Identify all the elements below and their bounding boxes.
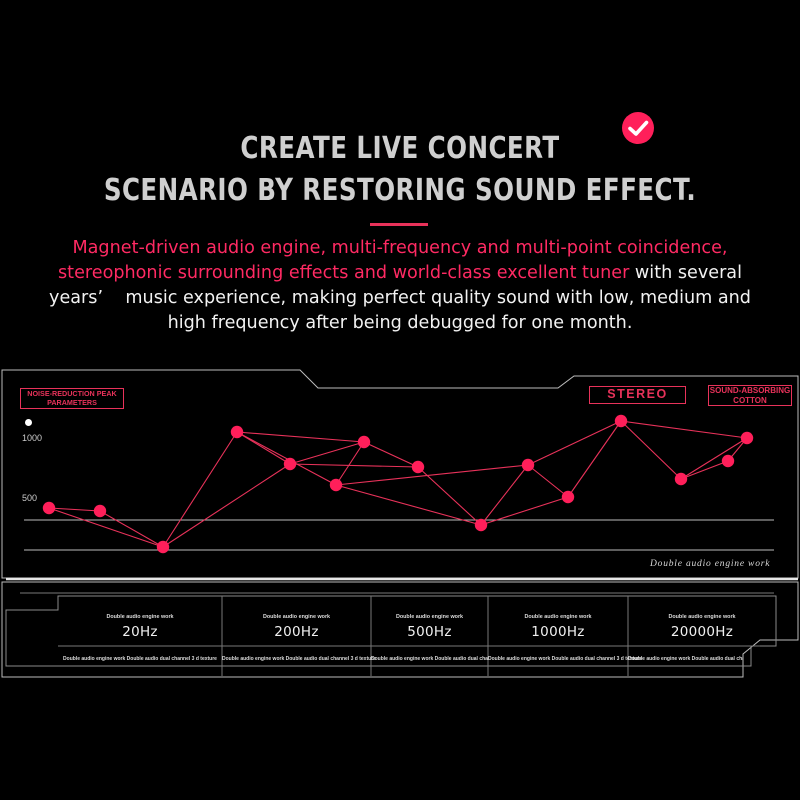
network-node <box>674 472 688 486</box>
network-node <box>521 458 535 472</box>
network-edge <box>99 510 164 548</box>
network-node <box>93 504 107 518</box>
network-node <box>357 435 371 449</box>
network-edge <box>527 420 622 466</box>
network-edge <box>289 463 419 468</box>
network-edge <box>567 420 622 498</box>
network-edge <box>335 441 365 486</box>
noise-reduction-label: NOISE-REDUCTION PEAK PARAMETERS <box>20 388 124 409</box>
table-inner-frame <box>5 595 777 667</box>
network-node <box>156 540 170 554</box>
network-edge <box>620 420 748 439</box>
network-node <box>474 518 488 532</box>
freq-cell-1000hz: Double audio engine work 1000Hz <box>488 598 628 650</box>
freq-cell-20hz: Double audio engine work 20Hz <box>58 598 222 650</box>
freq-value: 1000Hz <box>531 624 585 640</box>
network-node <box>411 460 425 474</box>
script-caption: Double audio engine work <box>650 559 771 569</box>
network-edge <box>680 460 729 480</box>
intro-paragraph: Magnet-driven audio engine, multi-freque… <box>40 236 760 336</box>
title-underline <box>370 223 428 226</box>
network-edge <box>162 431 238 548</box>
freq-footer: Double audio engine work Double audio du… <box>488 656 642 662</box>
check-circle-icon <box>622 112 654 144</box>
network-edge <box>48 507 101 512</box>
network-edge <box>236 431 365 443</box>
intro-highlight: Magnet-driven audio engine, multi-freque… <box>58 238 728 283</box>
network-edge <box>480 464 529 526</box>
freq-caption: Double audio engine work <box>668 614 736 620</box>
network-node <box>230 425 244 439</box>
network-node <box>721 454 735 468</box>
y-axis-marker-dot <box>25 419 32 426</box>
freq-cell-20000hz: Double audio engine work 20000Hz <box>628 598 776 650</box>
network-node <box>329 478 343 492</box>
freq-caption: Double audio engine work <box>262 614 331 620</box>
network-edge <box>620 420 682 480</box>
network-edge <box>162 463 291 548</box>
network-edge <box>363 441 419 468</box>
headline-line-2: SCENARIO BY RESTORING SOUND EFFECT. <box>103 173 697 208</box>
freq-footer: Double audio engine work Double audio du… <box>628 656 743 662</box>
network-node <box>740 431 754 445</box>
network-node <box>614 414 628 428</box>
network-edge <box>417 466 482 526</box>
network-node <box>42 501 56 515</box>
freq-value: 20Hz <box>122 624 158 640</box>
freq-caption: Double audio engine work <box>106 614 174 620</box>
freq-cell-500hz: Double audio engine work 500Hz <box>371 598 488 650</box>
network-edge <box>236 431 337 486</box>
freq-footer: Double audio engine work Double audio du… <box>63 656 217 662</box>
freq-caption: Double audio engine work <box>524 614 592 620</box>
network-edge <box>289 441 365 465</box>
freq-footer: Double audio engine work Double audio du… <box>222 656 376 662</box>
network-edge <box>527 464 569 498</box>
network-edge <box>335 464 529 486</box>
freq-cell-200hz: Double audio engine work 200Hz <box>222 598 371 650</box>
headline-line-1: CREATE LIVE CONCERT <box>240 131 560 166</box>
stereo-label: STEREO <box>589 386 686 404</box>
intro-body: with several years’ music experience, ma… <box>49 263 751 333</box>
freq-caption: Double audio engine work <box>395 614 464 620</box>
network-edge <box>335 484 482 526</box>
y-tick-1000: 1000 <box>22 433 43 443</box>
network-edge <box>680 437 748 480</box>
freq-footer: Double audio engine work Double audio du… <box>371 656 488 662</box>
network-node <box>561 490 575 504</box>
freq-value: 200Hz <box>274 624 319 640</box>
sound-absorbing-label: SOUND-ABSORBING COTTON <box>708 385 792 406</box>
freq-value: 20000Hz <box>670 624 734 640</box>
y-tick-500: 500 <box>22 493 38 503</box>
network-edge <box>480 496 569 526</box>
network-node <box>283 457 297 471</box>
network-edge <box>48 507 164 548</box>
freq-value: 500Hz <box>407 624 452 640</box>
